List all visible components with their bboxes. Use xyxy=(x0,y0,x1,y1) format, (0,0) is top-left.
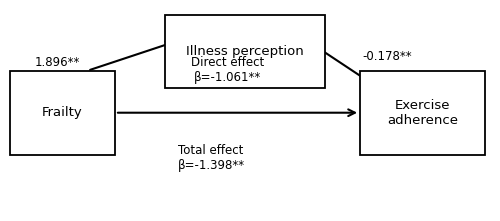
FancyBboxPatch shape xyxy=(165,15,325,88)
Text: Illness perception: Illness perception xyxy=(186,46,304,58)
Text: Total effect: Total effect xyxy=(178,144,243,157)
Text: Frailty: Frailty xyxy=(42,106,83,119)
Text: -0.178**: -0.178** xyxy=(362,50,412,63)
Text: Exercise
adherence: Exercise adherence xyxy=(387,99,458,127)
Text: β=-1.398**: β=-1.398** xyxy=(178,159,244,172)
Text: 1.896**: 1.896** xyxy=(35,57,80,69)
Text: Direct effect: Direct effect xyxy=(191,55,264,69)
Text: β=-1.061**: β=-1.061** xyxy=(194,71,261,84)
FancyBboxPatch shape xyxy=(360,71,485,155)
FancyBboxPatch shape xyxy=(10,71,115,155)
